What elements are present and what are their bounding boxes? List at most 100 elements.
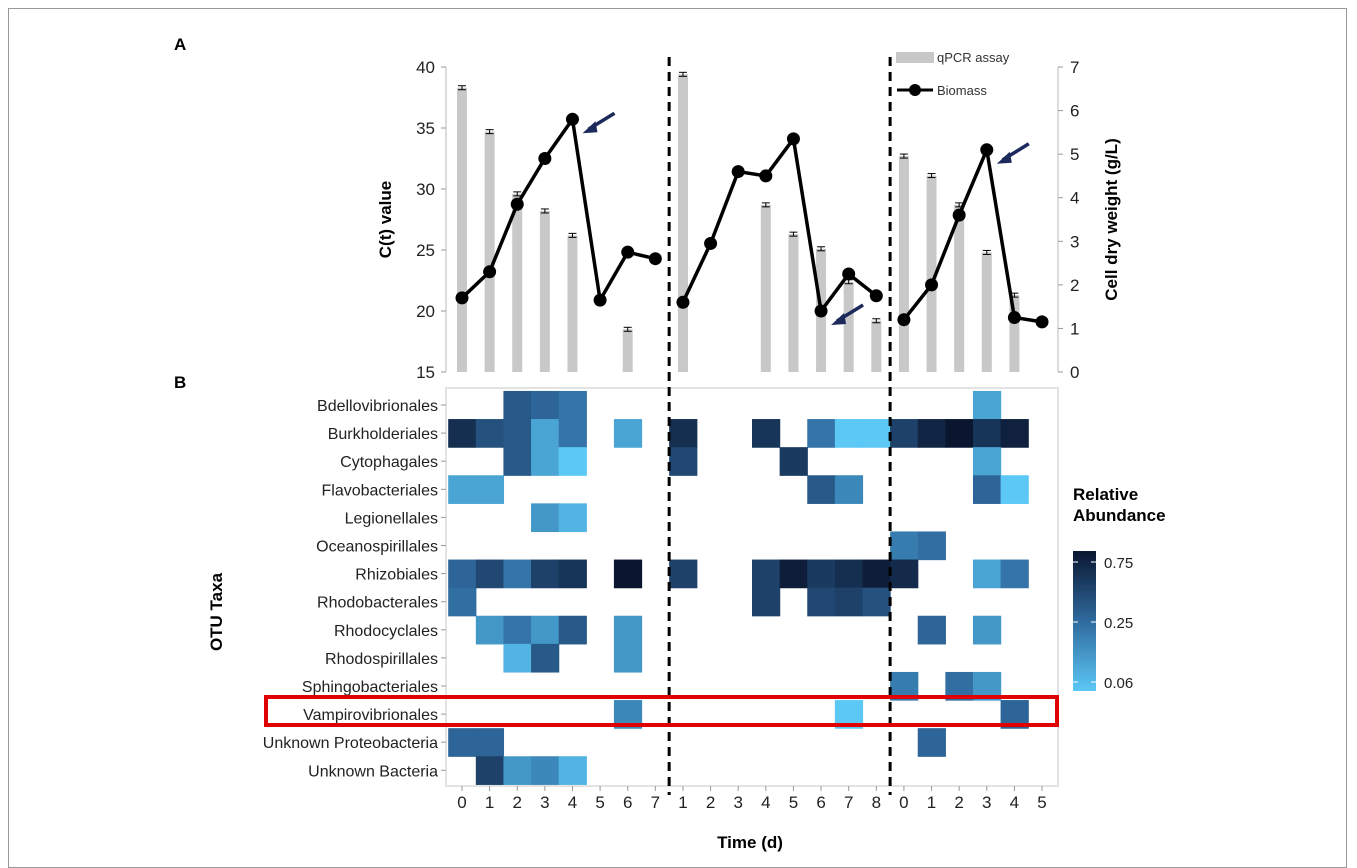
x-tick: 0 (457, 793, 466, 812)
biomass-point (538, 152, 552, 165)
peak-arrowhead (831, 313, 847, 325)
y-axis-title: OTU Taxa (207, 572, 226, 651)
biomass-line (902, 143, 1043, 324)
heatmap-cell (972, 615, 1002, 645)
heatmap-cell (503, 419, 532, 448)
heatmap-cell (972, 447, 1002, 476)
legend-bar-swatch (896, 52, 934, 63)
x-tick: 6 (816, 793, 825, 812)
peak-arrowhead (582, 121, 598, 134)
heatmap-cell (448, 419, 477, 448)
biomass-point (925, 278, 939, 292)
qpcr-bar (760, 204, 771, 372)
qpcr-bar (567, 235, 578, 372)
heatmap-cell (917, 728, 946, 757)
x-tick: 1 (485, 793, 494, 812)
heatmap-cell (503, 447, 532, 476)
taxon-label: Bdellovibrionales (317, 398, 438, 415)
heatmap-cell (834, 559, 864, 589)
heatmap-cell (613, 615, 643, 645)
heatmap-cell (475, 756, 505, 785)
qpcr-bar (677, 74, 688, 372)
taxon-label: Burkholderiales (328, 426, 438, 443)
taxon-label: Oceanospirillales (316, 539, 438, 556)
heatmap-cell (558, 503, 587, 533)
heatmap-cell (807, 587, 836, 617)
heatmap-cell (807, 559, 836, 589)
biomass-point (621, 245, 635, 259)
colorbar-title-line2: Abundance (1073, 506, 1166, 525)
heatmap-cell (448, 475, 477, 504)
colorbar-tick: 0.75 (1104, 555, 1133, 572)
biomass-point (897, 313, 911, 327)
x-tick: 6 (623, 793, 632, 812)
taxon-label: Cytophagales (340, 454, 438, 471)
right-axis-tick: 7 (1070, 58, 1079, 77)
qpcr-bar (926, 175, 937, 372)
legend-line-label: Biomass (937, 83, 987, 98)
heatmap-cell (448, 559, 477, 589)
biomass-point (980, 143, 994, 157)
heatmap-cell (531, 419, 560, 448)
right-axis-tick: 4 (1070, 189, 1079, 208)
taxon-label: Vampirovibrionales (303, 707, 438, 724)
right-axis-tick: 1 (1070, 319, 1079, 338)
heatmap-cell (917, 419, 946, 448)
qpcr-bar (484, 131, 495, 372)
x-tick: 3 (982, 793, 991, 812)
panel-b-label: B (174, 373, 186, 392)
colorbar-tick: 0.25 (1104, 615, 1133, 632)
biomass-point (842, 267, 856, 281)
taxon-label: Unknown Bacteria (308, 763, 438, 780)
heatmap-cell (558, 756, 587, 785)
heatmap-cell (531, 756, 560, 785)
right-axis-tick: 3 (1070, 232, 1079, 251)
qpcr-bar (954, 204, 965, 372)
heatmap-cell (613, 643, 643, 673)
x-tick: 3 (540, 793, 549, 812)
heatmap-cell (558, 559, 587, 589)
taxon-label: Rhodobacterales (317, 595, 438, 612)
heatmap-cell (1000, 419, 1029, 448)
x-tick: 4 (568, 793, 577, 812)
biomass-point (759, 169, 773, 183)
qpcr-bar (898, 156, 909, 372)
biomass-point (1035, 315, 1049, 329)
heatmap-cell (558, 419, 587, 448)
x-tick: 7 (651, 793, 660, 812)
right-axis-title: Cell dry weight (g/L) (1102, 138, 1121, 300)
qpcr-bar (788, 234, 799, 372)
left-axis-tick: 40 (416, 58, 435, 77)
x-tick: 2 (954, 793, 963, 812)
right-axis-tick: 2 (1070, 276, 1079, 295)
heatmap-cell (531, 643, 560, 673)
biomass-point (676, 295, 690, 309)
biomass-point (869, 289, 883, 303)
qpcr-bar (457, 87, 467, 373)
x-tick: 4 (1010, 793, 1019, 812)
colorbar-tick: 0.06 (1104, 675, 1133, 692)
qpcr-bar (512, 193, 523, 372)
left-axis-tick: 25 (416, 241, 435, 260)
x-tick: 1 (678, 793, 687, 812)
qpcr-bar (622, 329, 633, 372)
x-tick: 4 (761, 793, 770, 812)
heatmap-cell (475, 559, 505, 589)
heatmap-cell (613, 419, 643, 448)
heatmap-cell (752, 419, 781, 448)
legend-bar-label: qPCR assay (937, 50, 1010, 65)
biomass-point (952, 208, 966, 222)
heatmap-cell (779, 447, 808, 476)
heatmap-cell (531, 503, 560, 533)
x-tick: 1 (927, 793, 936, 812)
heatmap-cell (669, 447, 698, 476)
heatmap-cell (503, 643, 532, 673)
peak-arrowhead (996, 151, 1012, 164)
biomass-point (455, 291, 469, 305)
biomass-point (786, 132, 800, 146)
heatmap-cell (807, 475, 836, 504)
heatmap-cell (448, 728, 477, 757)
colorbar-title-line1: Relative (1073, 485, 1138, 504)
panel-a-chart: 15 20 25 30 35 40 C(t) value 0 1 2 3 4 5 6 7 Cell dry w… (376, 50, 1121, 382)
